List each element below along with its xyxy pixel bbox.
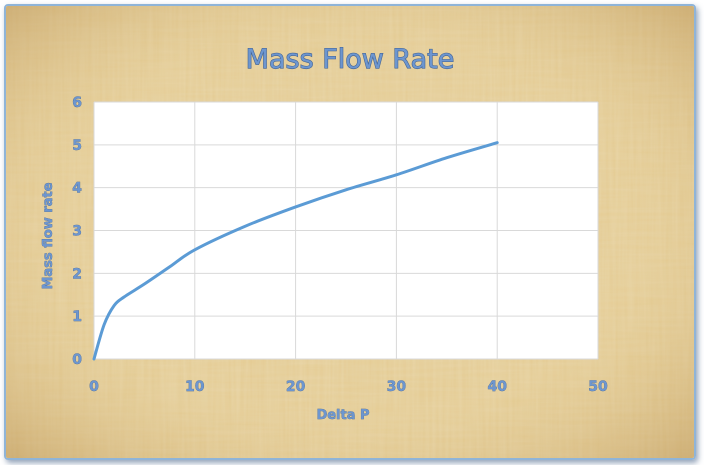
gridlines (93, 101, 599, 360)
x-tick-label: 10 (185, 379, 205, 395)
y-tick-label: 4 (72, 181, 82, 197)
x-tick-label: 40 (487, 379, 507, 395)
series-line-0 (92, 141, 499, 361)
y-tick-label: 2 (72, 266, 82, 282)
y-tick-label: 6 (72, 95, 82, 111)
y-tick-label: 3 (72, 224, 82, 240)
y-axis-title: Mass flow rate (41, 182, 56, 289)
chart-svg: Mass Flow Rate 0 1 2 3 4 5 6 0 10 20 30 40 50 Delta … (6, 6, 694, 458)
chart-frame: Mass Flow Rate 0 1 2 3 4 5 6 0 10 20 30 40 50 Delta … (4, 4, 696, 460)
chart-title: Mass Flow Rate (246, 44, 455, 75)
x-tick-label: 30 (387, 379, 407, 395)
x-tick-label: 20 (286, 379, 306, 395)
y-tick-label: 1 (72, 309, 82, 325)
tick-labels: 0 1 2 3 4 5 6 0 10 20 30 40 50 (72, 95, 608, 396)
x-tick-label: 0 (89, 379, 99, 395)
x-axis-title: Delta P (316, 408, 369, 423)
y-tick-label: 0 (72, 352, 82, 368)
y-tick-label: 5 (72, 138, 82, 154)
series-layer (92, 141, 499, 361)
x-tick-label: 50 (588, 379, 608, 395)
